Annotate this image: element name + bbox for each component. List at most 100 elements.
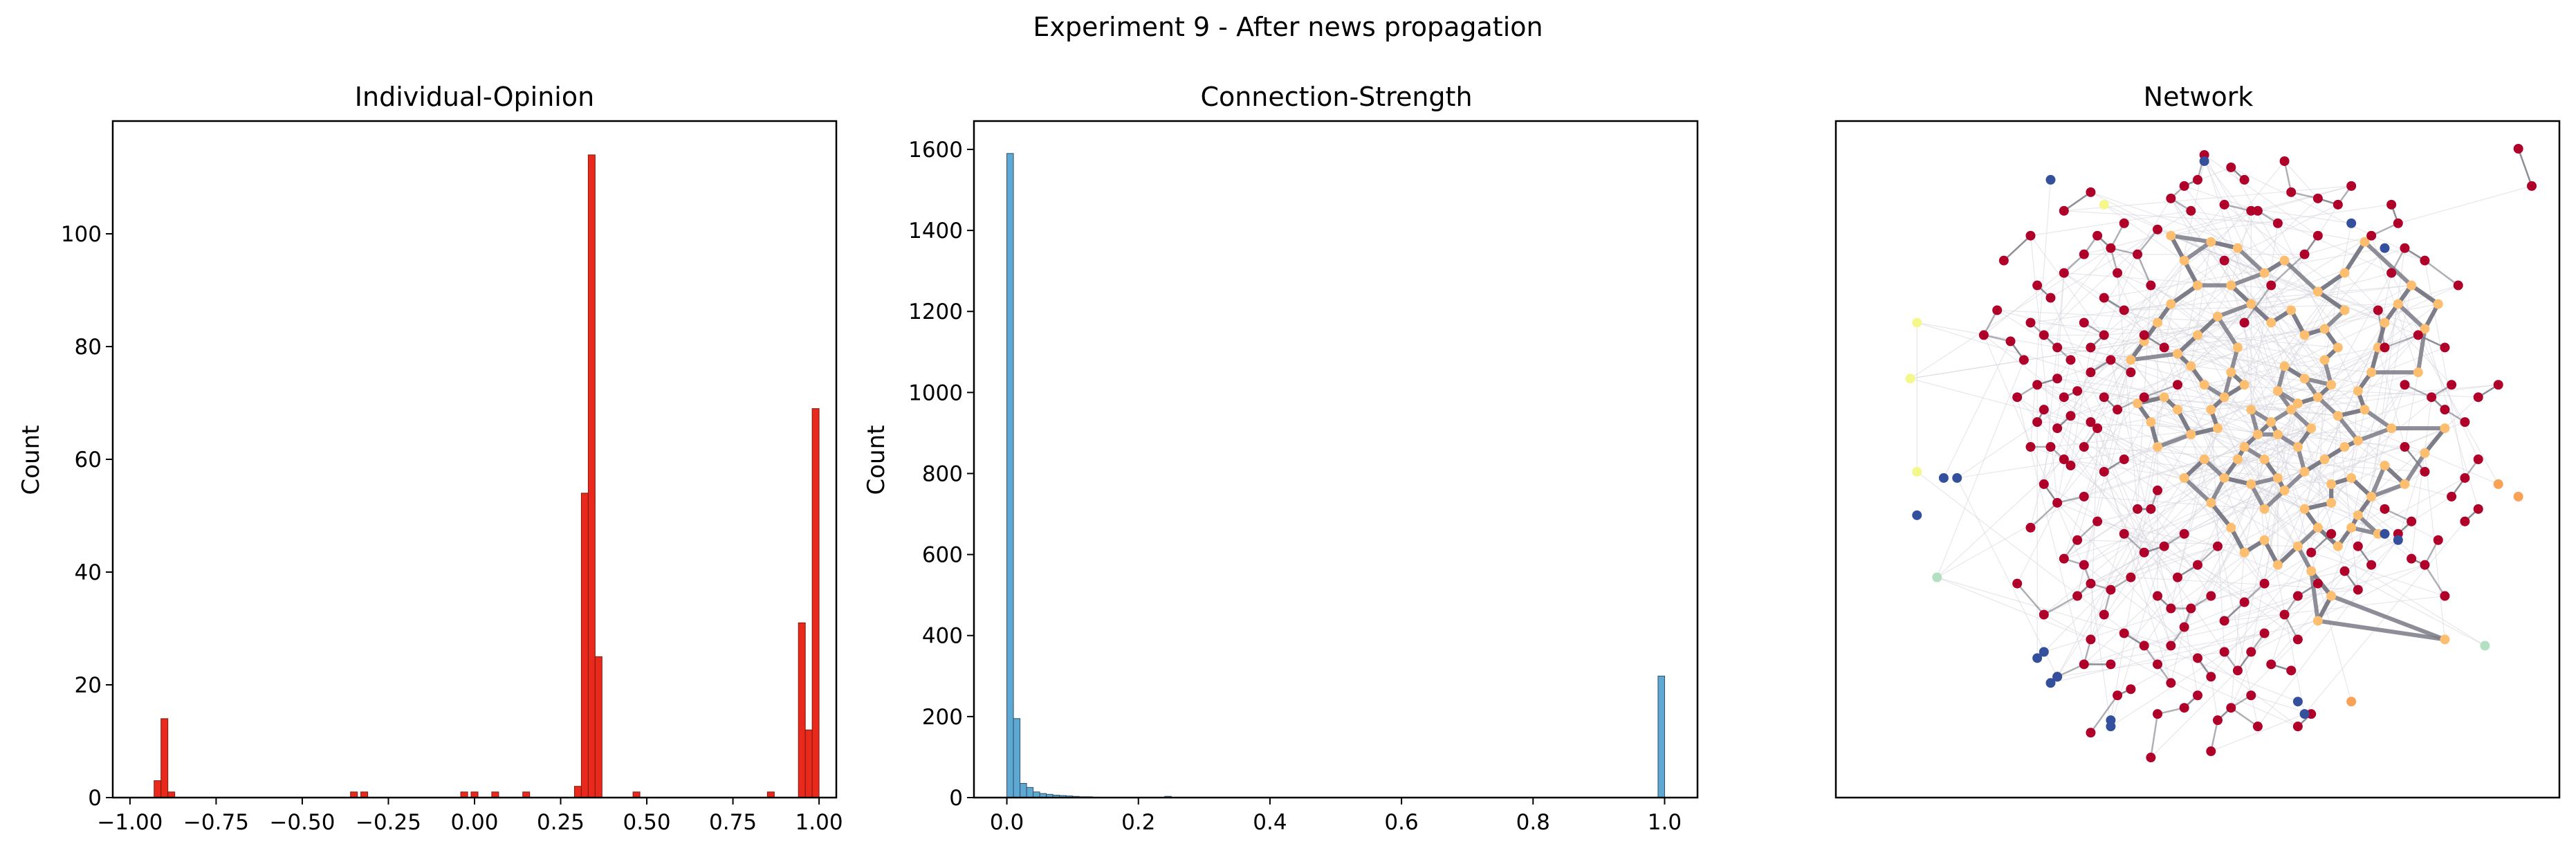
network-node [2232, 454, 2243, 464]
network-node [2312, 230, 2323, 241]
network-node [2333, 411, 2343, 421]
network-faint-edge [2284, 160, 2319, 199]
network-edge [2090, 695, 2119, 733]
network-node [2312, 522, 2323, 533]
network-faint-edge [2391, 385, 2406, 429]
network-nodes [1905, 144, 2537, 763]
network-edge [2329, 594, 2447, 642]
network-node [2219, 255, 2229, 266]
network-node [2279, 485, 2290, 495]
connection-bar [1026, 787, 1034, 798]
network-node [2386, 268, 2397, 278]
network-node [2099, 609, 2109, 620]
opinion-x-tick-label: 0.50 [623, 810, 671, 835]
network-node [2326, 591, 2337, 601]
network-node [2339, 442, 2350, 452]
network-faint-edge [2337, 415, 2499, 485]
network-node [1998, 255, 2009, 266]
network-faint-edge [2184, 540, 2399, 628]
network-node [2106, 355, 2116, 365]
network-faint-edge [1937, 577, 2171, 646]
network-node [2012, 578, 2023, 589]
connection-x-tick-label: 1.0 [1648, 810, 1682, 835]
network-node [1912, 510, 1922, 520]
network-node [2266, 318, 2276, 328]
network-node [2092, 516, 2103, 526]
network-edge [2182, 475, 2214, 505]
network-faint-edge [2398, 185, 2532, 224]
network-node [2299, 466, 2310, 477]
network-faint-edge [2090, 273, 2345, 423]
network-node [2066, 460, 2076, 470]
network-node [2179, 255, 2189, 266]
opinion-bar [811, 408, 820, 798]
network-faint-edge [2237, 459, 2425, 472]
network-node [2447, 380, 2457, 390]
network-node [2099, 392, 2109, 403]
network-node [2159, 541, 2169, 551]
opinion-histogram-panel: Individual-Opinion Count 0 20 40 60 80 100 −1… [17, 82, 843, 835]
network-faint-edge [2057, 273, 2065, 379]
network-node [2380, 504, 2390, 514]
opinion-x-tick-label: 0.00 [450, 810, 498, 835]
network-node [2359, 405, 2370, 415]
network-faint-edge [2317, 223, 2352, 398]
network-faint-edge [2104, 471, 2171, 646]
opinion-x-tick-label: 0.75 [709, 810, 757, 835]
network-node [2366, 491, 2377, 502]
network-node [2366, 367, 2377, 378]
network-edge [2063, 191, 2092, 212]
connection-x-tick-label: 0.8 [1516, 810, 1550, 835]
network-node [2279, 609, 2290, 620]
network-edge [2315, 618, 2447, 642]
network-node [2460, 417, 2470, 428]
network-node [2286, 187, 2297, 197]
network-node [2179, 181, 2189, 191]
network-faint-edge [2217, 428, 2405, 448]
network-node [2179, 528, 2189, 539]
network-node [2186, 205, 2196, 216]
network-edge [2402, 451, 2427, 486]
network-faint-edge [2250, 571, 2345, 652]
opinion-x-tick-label: 0.25 [537, 810, 585, 835]
network-node [2059, 392, 2069, 403]
network-node [2333, 541, 2343, 551]
network-faint-edge [2177, 235, 2372, 354]
network-node [2373, 342, 2383, 353]
opinion-x-tick-label: −1.00 [97, 810, 163, 835]
network-edge [2384, 334, 2419, 349]
network-node [2106, 243, 2116, 253]
network-faint-edge [1983, 254, 2085, 335]
network-node [2206, 405, 2216, 415]
network-node [2252, 205, 2263, 216]
network-faint-edge [2050, 620, 2319, 683]
opinion-y-tick-label: 40 [75, 560, 102, 585]
network-faint-edge [1956, 359, 2131, 479]
network-node [2059, 553, 2069, 564]
network-node [2086, 367, 2096, 378]
network-node [2099, 199, 2109, 210]
network-faint-edge [2250, 304, 2332, 504]
network-node [2186, 430, 2196, 440]
network-faint-edge [2211, 471, 2425, 597]
network-node [2440, 423, 2450, 434]
opinion-y-tick-label: 60 [75, 448, 102, 472]
opinion-bar [587, 154, 596, 798]
network-node [2440, 405, 2450, 415]
network-node [2226, 703, 2236, 713]
opinion-bar [573, 786, 582, 798]
network-node [2440, 634, 2450, 645]
network-faint-edge [2030, 322, 2198, 335]
network-node [2272, 386, 2283, 396]
network-node [2146, 753, 2156, 763]
network-node [2306, 547, 2317, 558]
network-edge [2395, 302, 2427, 331]
network-node [2066, 411, 2076, 421]
network-node [2139, 330, 2149, 340]
network-node [2153, 659, 2163, 670]
network-node [2353, 585, 2363, 595]
network-faint-edge [2030, 235, 2058, 503]
network-node [2346, 181, 2357, 191]
network-faint-edge [2063, 210, 2278, 224]
